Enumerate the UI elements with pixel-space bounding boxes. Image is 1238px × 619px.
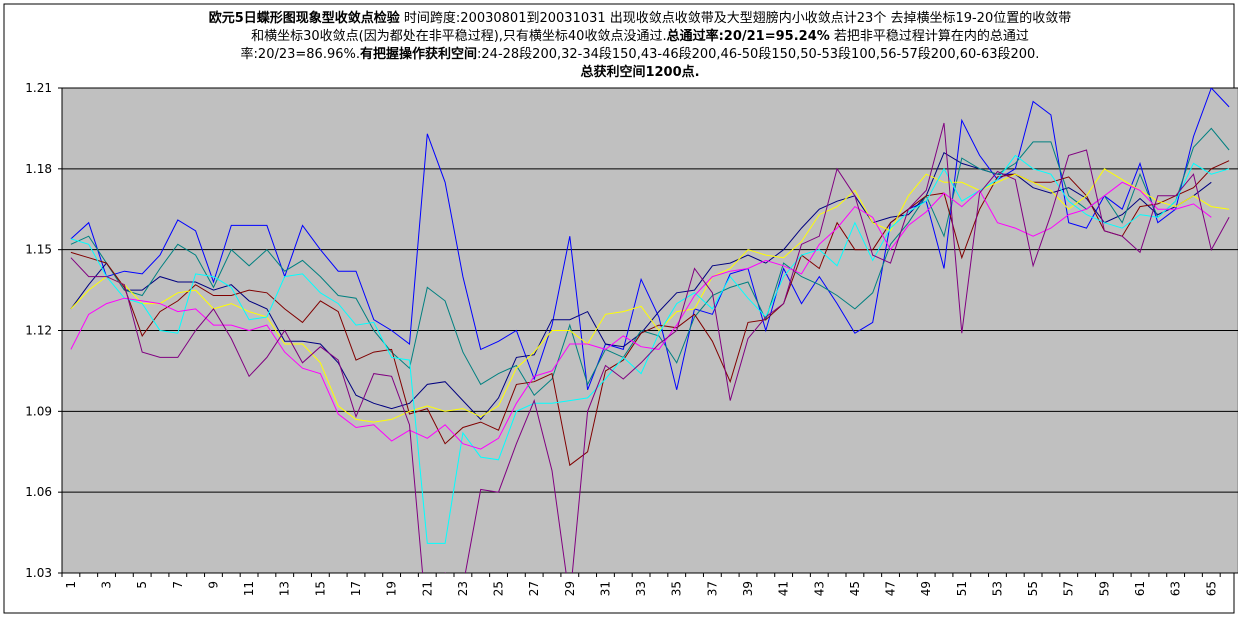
- x-tick-label: 37: [705, 581, 719, 596]
- x-tick-label: 57: [1062, 581, 1076, 596]
- x-tick-label: 43: [812, 581, 826, 596]
- x-tick-label: 27: [527, 581, 541, 596]
- x-tick-label: 3: [100, 581, 114, 589]
- x-tick-label: 45: [848, 581, 862, 596]
- y-tick-label: 1.09: [25, 404, 52, 418]
- title-segment: 率:20/23=86.96%.: [241, 46, 360, 62]
- x-tick-label: 23: [456, 581, 470, 596]
- x-tick-label: 65: [1204, 581, 1218, 596]
- x-tick-label: 9: [206, 581, 220, 589]
- title-segment: 有把握操作获利空间: [360, 46, 477, 62]
- x-tick-label: 7: [171, 581, 185, 589]
- series-group: [70, 88, 1230, 573]
- series-line: [70, 168, 1230, 423]
- y-tick-label: 1.21: [25, 81, 52, 95]
- title-line: 和横坐标30收敛点(因为都处在非平稳过程),只有横坐标40收敛点没通过.总通过率…: [251, 28, 1029, 44]
- x-tick-label: 5: [135, 581, 149, 589]
- x-tick-label: 59: [1097, 581, 1111, 596]
- x-tick-label: 53: [990, 581, 1004, 596]
- x-tick-label: 39: [741, 581, 755, 596]
- x-tick-label: 51: [955, 581, 969, 596]
- title-line: 欧元5日蝶形图现象型收敛点检验 时间跨度:20030801到20031031 出…: [209, 10, 1071, 26]
- x-tick-label: 11: [242, 581, 256, 596]
- y-tick-label: 1.06: [25, 485, 52, 499]
- x-tick-label: 21: [420, 581, 434, 596]
- title-segment: 时间跨度:20030801到20031031 出现收敛点收敛带及大型翅膀内小收敛…: [400, 10, 1071, 26]
- x-tick-label: 19: [385, 581, 399, 596]
- x-tick-label: 33: [634, 581, 648, 596]
- title-segment: :24-28段200,32-34段150,43-46段200,46-50段150…: [477, 47, 1039, 62]
- series-line: [70, 122, 1230, 573]
- x-tick-label: 17: [349, 581, 363, 596]
- title-block: 欧元5日蝶形图现象型收敛点检验 时间跨度:20030801到20031031 出…: [209, 10, 1071, 80]
- y-tick-label: 1.15: [25, 243, 52, 257]
- x-tick-label: 55: [1026, 581, 1040, 596]
- x-tick-label: 35: [670, 581, 684, 596]
- y-tick-label: 1.18: [25, 162, 52, 176]
- title-line: 率:20/23=86.96%.有把握操作获利空间:24-28段200,32-34…: [241, 46, 1040, 62]
- x-tick-label: 29: [563, 581, 577, 596]
- title-segment: 总通过率:20/21=95.24%: [667, 28, 830, 44]
- title-segment: 若把非平稳过程计算在内的总通过: [830, 28, 1029, 44]
- title-segment: 欧元5日蝶形图现象型收敛点检验: [209, 10, 401, 26]
- title-segment: 和横坐标30收敛点(因为都处在非平稳过程),只有横坐标40收敛点没通过.: [251, 28, 667, 44]
- x-tick-label: 1: [64, 581, 78, 589]
- title-line: 总获利空间1200点.: [580, 64, 699, 80]
- series-line: [70, 88, 1230, 390]
- y-tick-label: 1.12: [25, 324, 52, 338]
- x-tick-label: 49: [919, 581, 933, 596]
- x-tick-label: 63: [1169, 581, 1183, 596]
- series-line: [70, 127, 1230, 396]
- x-tick-label: 25: [492, 581, 506, 596]
- x-tick-label: 15: [313, 581, 327, 596]
- title-segment: 总获利空间1200点.: [580, 64, 699, 80]
- x-tick-label: 13: [278, 581, 292, 596]
- x-tick-label: 47: [884, 581, 898, 596]
- y-tick-label: 1.03: [25, 566, 52, 580]
- x-tick-label: 41: [777, 581, 791, 596]
- series-line: [70, 181, 1212, 450]
- series-line: [70, 160, 1230, 467]
- x-tick-label: 61: [1133, 581, 1147, 596]
- x-tick-label: 31: [598, 581, 612, 596]
